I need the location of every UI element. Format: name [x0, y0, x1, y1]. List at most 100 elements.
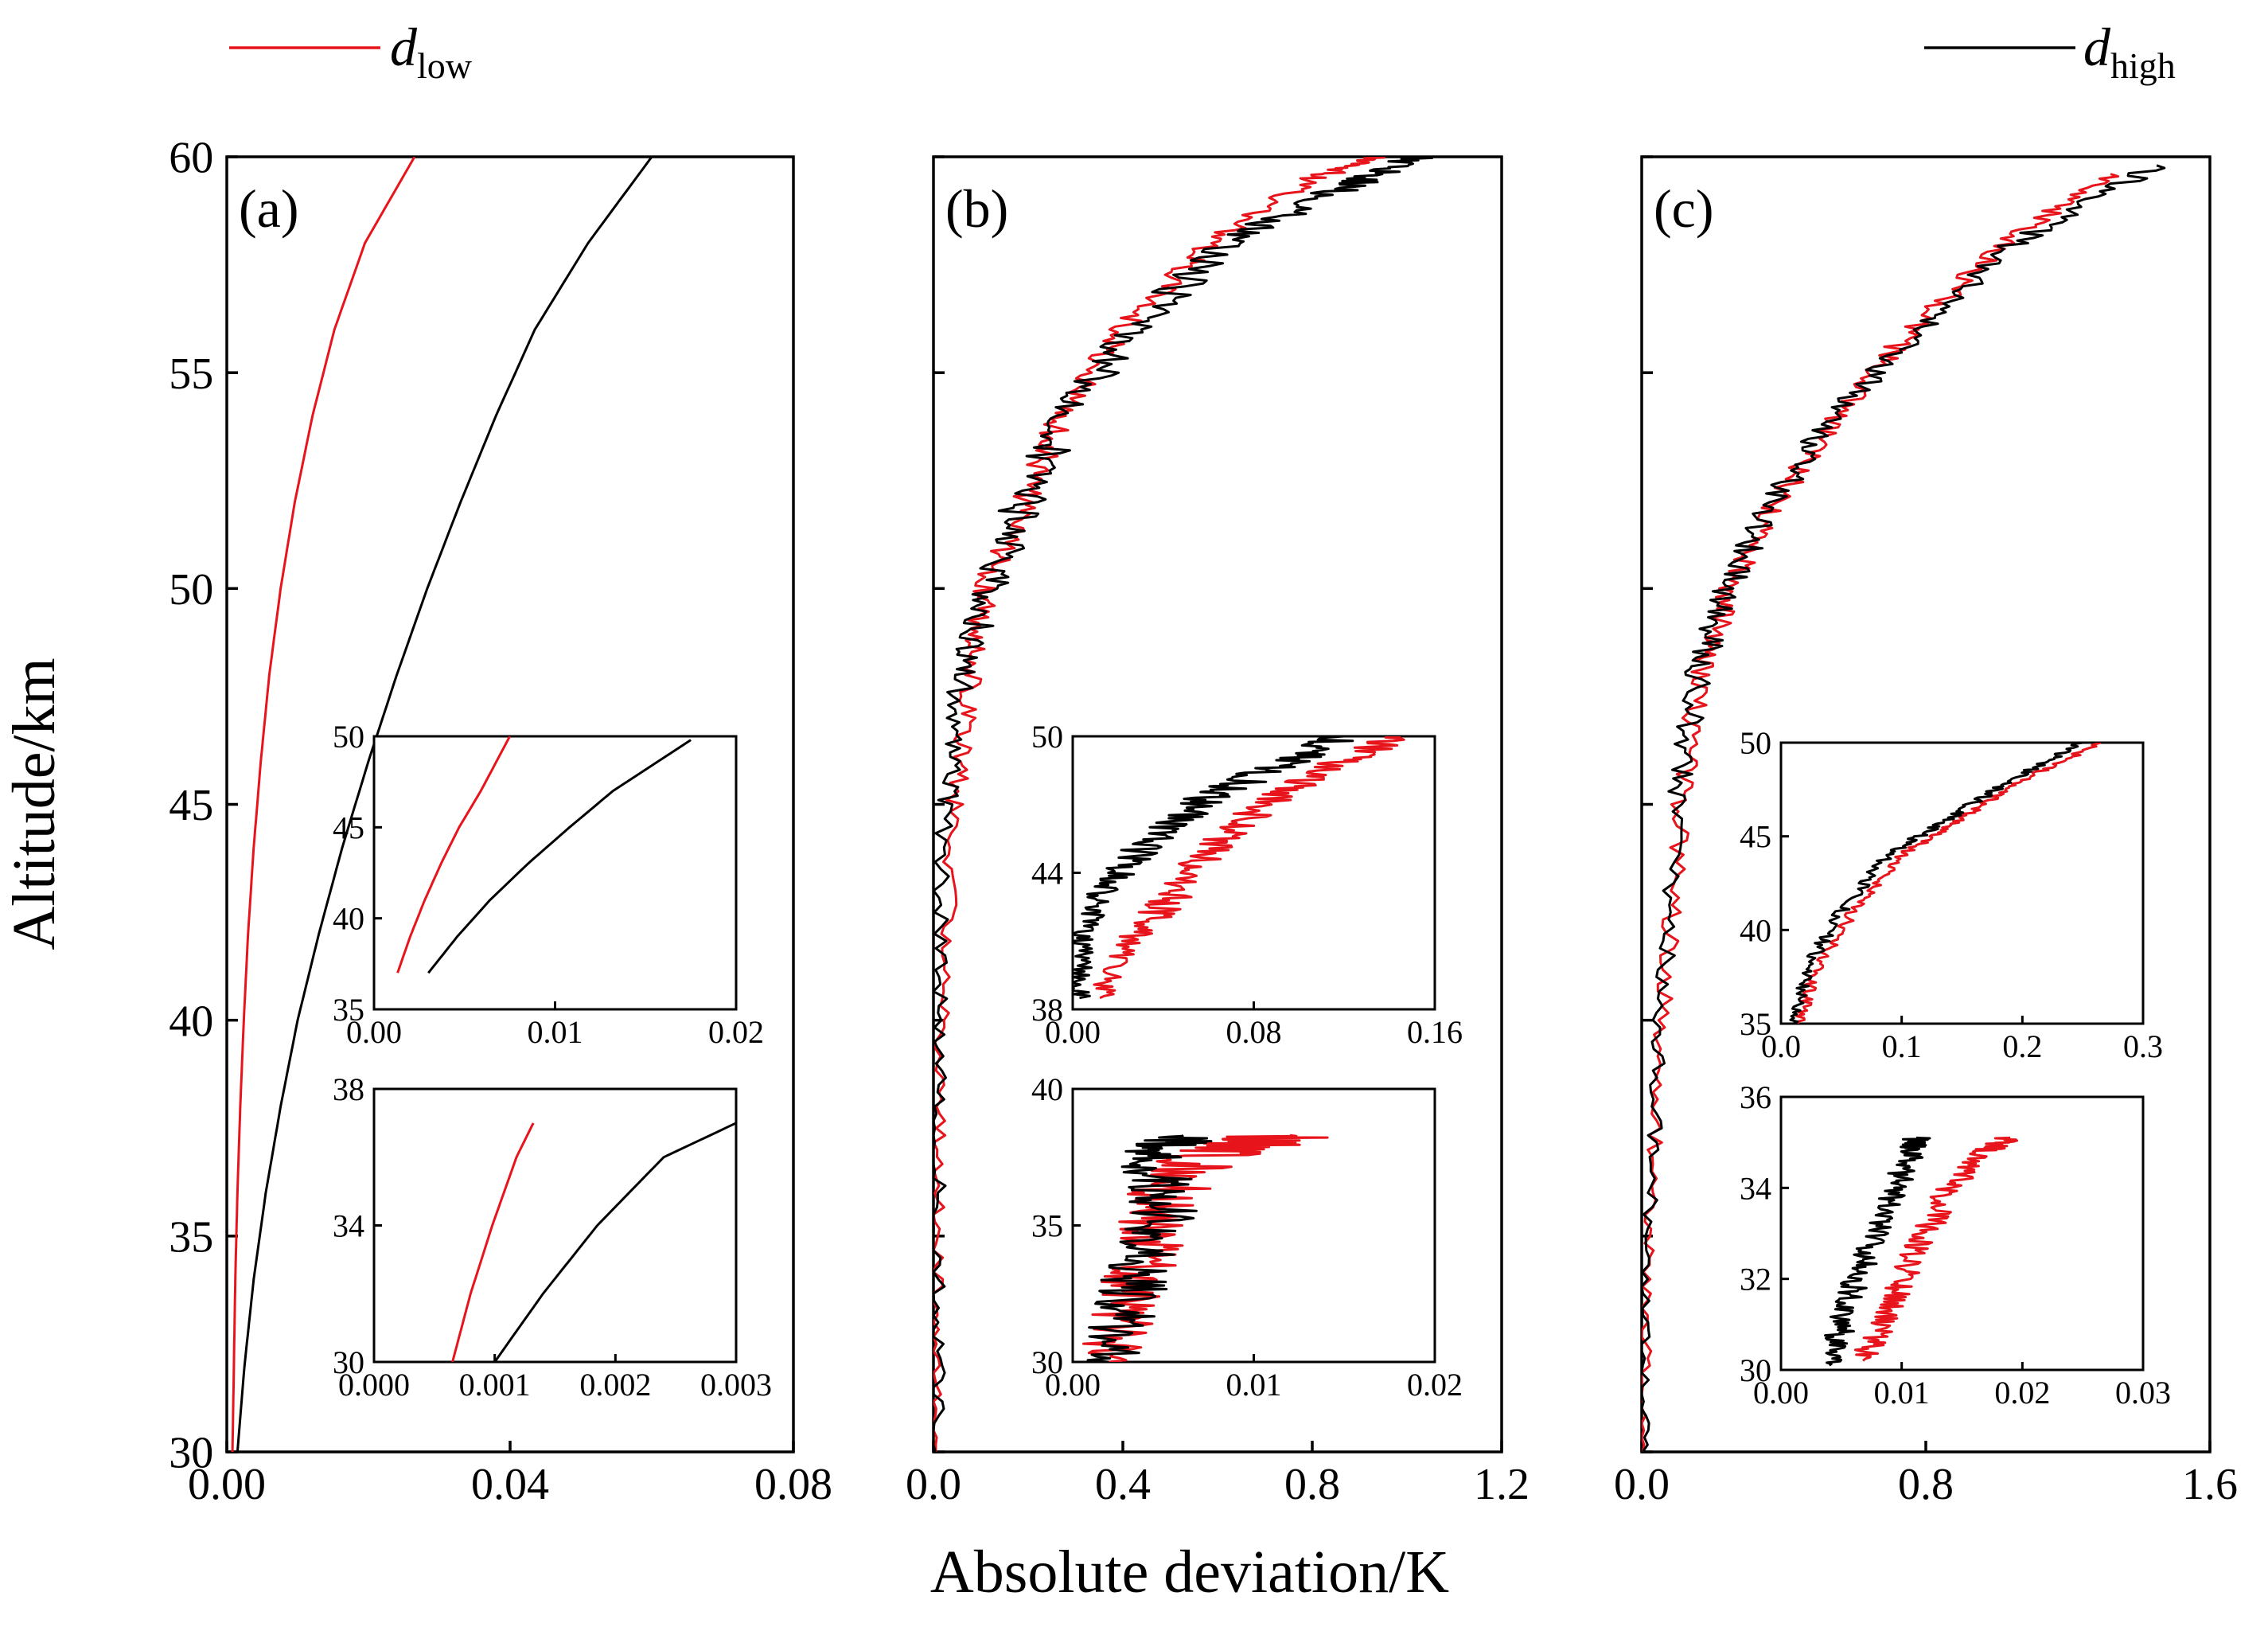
panel-c-inset-2-frame: [1779, 1095, 2145, 1372]
panel-b-series-d-high: [933, 157, 1434, 1452]
panel-a-xtick-label: 0.00: [188, 1460, 266, 1509]
panel-c-inset-2-xtick-label: 0.03: [2115, 1375, 2171, 1411]
panel-c-inset-1-ytick-label: 50: [1740, 725, 1771, 761]
panel-a-series-d-low: [231, 157, 416, 1452]
panel-b-inset-2-series-d-high: [1086, 1134, 1213, 1362]
panel-c-inset-1-frame: [1779, 741, 2145, 1025]
panel-b-inset-1-xtick-label: 0.00: [1045, 1014, 1101, 1050]
panel-a-inset-1-ytick-label: 35: [333, 992, 364, 1028]
panel-c-inset-1: 0.0 0.1 0.2 0.3 35 40 45 50: [1740, 725, 2163, 1064]
panel-a-ytick-label: 30: [169, 1429, 213, 1478]
panel-c-inset-2-ytick-label: 30: [1740, 1352, 1771, 1388]
legend-entry-d-low: dlow: [229, 17, 473, 86]
panel-b-inset-1-xtick-label: 0.08: [1226, 1014, 1282, 1050]
legend-entry-d-high: dhigh: [1924, 17, 2176, 86]
legend-label: dhigh: [2083, 17, 2176, 86]
legend-label: dlow: [390, 17, 473, 86]
panel-c-inset-1-ytick-label: 40: [1740, 912, 1771, 948]
panel-a-xtick-label: 0.08: [754, 1460, 832, 1509]
panel-a-inset-1-series-d-high: [427, 739, 692, 974]
panel-c-series-d-high: [1642, 164, 2166, 1452]
panel-c-inset-2-xtick-label: 0.01: [1874, 1375, 1930, 1411]
panel-b-inset-2: 0.00 0.01 0.02 30 35 40: [1031, 1071, 1463, 1403]
panel-a-xtick-label: 0.04: [471, 1460, 549, 1509]
panel-c-xtick-label: 0.8: [1898, 1460, 1954, 1509]
panel-a-ytick-label: 55: [169, 349, 213, 399]
x-axis-title: Absolute deviation/K: [930, 1539, 1449, 1606]
panel-c-inset-1-series-d-high: [1789, 743, 2083, 1024]
panel-b-inset-1-xtick-label: 0.16: [1407, 1014, 1463, 1050]
legend-label-base: d: [390, 17, 418, 77]
panel-c-series-d-low: [1642, 173, 2120, 1452]
panel-a-inset-1-ytick-label: 45: [333, 810, 364, 845]
legend-label-base: d: [2083, 17, 2111, 77]
panel-c-inset-1-ytick-label: 45: [1740, 819, 1771, 855]
panel-b-xtick-label: 0.0: [906, 1460, 961, 1509]
y-axis-title: Altitude/km: [1, 657, 68, 950]
panel-b-label: (b): [945, 178, 1008, 239]
panel-a-ytick-label: 40: [169, 997, 213, 1046]
panel-a-inset-2: 0.000 0.001 0.002 0.003 30 34 38: [333, 1071, 772, 1403]
panel-a-inset-1-frame: [372, 735, 738, 1011]
panel-a-inset-2-series-d-low: [451, 1122, 535, 1362]
panel-a-inset-1-xtick-label: 0.00: [346, 1014, 402, 1050]
panel-b-inset-1-series-d-high: [1073, 736, 1354, 1000]
panel-a-inset-2-ytick-label: 34: [333, 1208, 364, 1244]
panel-b-inset-2-xtick-label: 0.01: [1226, 1367, 1282, 1403]
panel-a-inset-1: 0.00 0.01 0.02 35 40 45 50: [333, 719, 764, 1050]
panel-a-inset-1-ytick-label: 40: [333, 901, 364, 937]
panel-a-inset-1-series-d-low: [396, 736, 511, 974]
panel-c-inset-1-xtick-label: 0.0: [1761, 1028, 1801, 1064]
panel-b-xtick-label: 0.4: [1095, 1460, 1151, 1509]
panel-b-xtick-label: 0.8: [1284, 1460, 1340, 1509]
panel-a-label: (a): [239, 178, 298, 239]
panel-c-inset-1-ytick-label: 35: [1740, 1006, 1771, 1042]
panel-c-inset-1-series-d-low: [1795, 743, 2102, 1024]
panel-b-inset-1: 0.00 0.08 0.16 38 44 50: [1031, 719, 1463, 1050]
panel-a-ytick-label: 35: [169, 1212, 213, 1262]
panel-a-inset-1-xtick-label: 0.02: [708, 1014, 764, 1050]
panel-a-inset-2-frame: [372, 1087, 738, 1364]
panel-c-inset-2-series-d-high: [1824, 1136, 1931, 1367]
panel-c-inset-2: 0.00 0.01 0.02 0.03 30 32 34 36: [1740, 1079, 2171, 1411]
panel-c-inset-1-xtick-label: 0.3: [2123, 1028, 2163, 1064]
panel-a-inset-2-xtick-label: 0.002: [579, 1367, 651, 1403]
panel-b-inset-2-ytick-label: 40: [1031, 1071, 1063, 1107]
panel-a-ytick-label: 45: [169, 781, 213, 830]
panel-b-inset-2-xtick-label: 0.02: [1407, 1367, 1463, 1403]
panel-b-inset-2-xtick-label: 0.00: [1045, 1367, 1101, 1403]
panel-c-xtick-label: 1.6: [2182, 1460, 2238, 1509]
legend-label-sub: low: [417, 45, 473, 86]
panel-a-inset-2-series-d-high: [493, 1122, 736, 1362]
panel-c-xtick-label: 0.0: [1614, 1460, 1670, 1509]
panel-a-inset-2-ytick-label: 38: [333, 1071, 364, 1107]
panel-b-inset-1-series-d-low: [1093, 736, 1405, 1000]
panel-b-inset-2-ytick-label: 35: [1031, 1208, 1063, 1244]
panel-c-inset-1-xtick-label: 0.1: [1882, 1028, 1922, 1064]
panel-c-inset-2-ytick-label: 36: [1740, 1079, 1771, 1115]
panel-c-inset-1-xtick-label: 0.2: [2002, 1028, 2042, 1064]
panel-b-inset-2-ytick-label: 30: [1031, 1344, 1063, 1380]
panel-a-ytick-label: 60: [169, 134, 213, 183]
panel-c-inset-2-series-d-low: [1853, 1136, 2019, 1362]
panel-a-inset-1-xtick-label: 0.01: [528, 1014, 583, 1050]
panel-c-inset-2-xtick-label: 0.02: [1994, 1375, 2050, 1411]
panel-c-inset-2-ytick-label: 34: [1740, 1170, 1771, 1206]
panel-a-inset-2-xtick-label: 0.000: [338, 1367, 410, 1403]
panel-b-inset-1-ytick-label: 44: [1031, 856, 1063, 892]
panel-c-inset-2-ytick-label: 32: [1740, 1262, 1771, 1297]
panel-a-inset-2-xtick-label: 0.003: [700, 1367, 772, 1403]
panel-b-inset-1-ytick-label: 38: [1031, 992, 1063, 1028]
panel-b-series-d-low: [933, 157, 1385, 1452]
panel-c-inset-2-xtick-label: 0.00: [1753, 1375, 1809, 1411]
panel-a-inset-2-ytick-label: 30: [333, 1344, 364, 1380]
panel-a-inset-2-xtick-label: 0.001: [459, 1367, 531, 1403]
panel-b-xtick-label: 1.2: [1474, 1460, 1530, 1509]
panel-a-inset-1-ytick-label: 50: [333, 719, 364, 755]
panel-a-ytick-label: 50: [169, 565, 213, 615]
panel-c-label: (c): [1654, 178, 1713, 239]
panel-a-series-d-high: [236, 157, 653, 1452]
legend-label-sub: high: [2110, 45, 2176, 86]
panel-b-inset-1-ytick-label: 50: [1031, 719, 1063, 755]
